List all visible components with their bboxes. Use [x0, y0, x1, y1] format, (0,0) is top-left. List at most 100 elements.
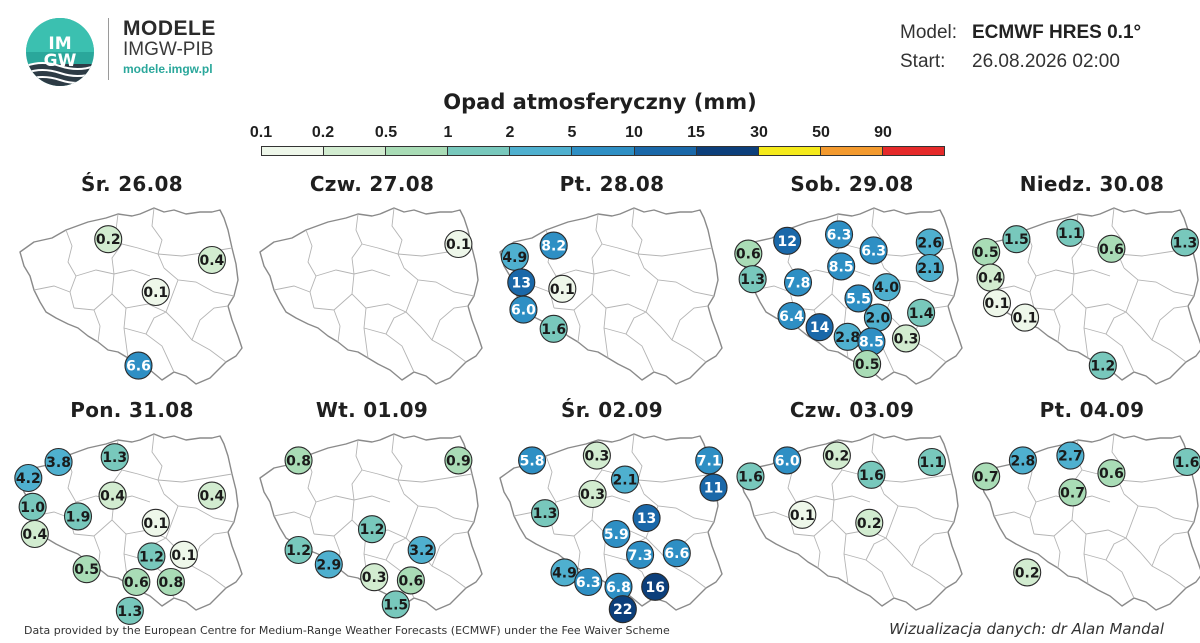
brand-url[interactable]: modele.imgw.pl — [123, 62, 213, 76]
precip-marker[interactable]: 2.0 — [863, 303, 892, 332]
precip-marker[interactable]: 13 — [507, 268, 536, 297]
precip-marker[interactable]: 5.9 — [602, 519, 631, 549]
precip-marker[interactable]: 6.6 — [124, 351, 153, 380]
precip-marker[interactable]: 2.8 — [833, 322, 862, 351]
precip-marker[interactable]: 1.2 — [137, 542, 166, 571]
precip-marker[interactable]: 6.0 — [509, 295, 538, 324]
precip-marker[interactable]: 2.9 — [314, 550, 343, 579]
precip-marker[interactable]: 16 — [641, 572, 670, 601]
precip-marker[interactable]: 0.3 — [891, 324, 921, 353]
precip-value: 6.3 — [861, 243, 886, 259]
precip-marker[interactable]: 0.3 — [582, 441, 611, 470]
precip-marker[interactable]: 1.6 — [539, 314, 568, 343]
precip-marker[interactable]: 0.7 — [1058, 478, 1087, 507]
precip-marker[interactable]: 1.1 — [1056, 218, 1085, 247]
precip-marker[interactable]: 0.1 — [1010, 303, 1040, 332]
precip-marker[interactable]: 0.6 — [122, 567, 151, 597]
precip-marker[interactable]: 1.6 — [857, 460, 886, 489]
precip-marker[interactable]: 0.6 — [1097, 459, 1126, 488]
precip-marker[interactable]: 4.9 — [550, 558, 579, 587]
precip-marker[interactable]: 0.7 — [972, 462, 1001, 491]
precip-marker[interactable]: 6.8 — [604, 572, 633, 601]
precip-marker[interactable]: 0.4 — [20, 519, 49, 549]
precip-marker[interactable]: 0.2 — [94, 225, 123, 254]
precip-marker[interactable]: 1.3 — [530, 499, 560, 528]
precip-marker[interactable]: 4.9 — [500, 242, 529, 271]
precip-marker[interactable]: 1.6 — [736, 462, 765, 491]
precip-marker[interactable]: 1.5 — [1002, 225, 1031, 254]
precip-marker[interactable]: 0.1 — [982, 289, 1012, 318]
precip-marker[interactable]: 1.4 — [907, 298, 936, 327]
precip-marker[interactable]: 0.1 — [444, 229, 473, 259]
precip-bubble — [1056, 218, 1085, 247]
precip-marker[interactable]: 5.5 — [844, 284, 873, 313]
precip-marker[interactable]: 0.6 — [734, 239, 763, 268]
precip-marker[interactable]: 5.8 — [518, 446, 547, 475]
precip-marker[interactable]: 1.9 — [63, 502, 93, 531]
precip-marker[interactable]: 0.1 — [141, 277, 170, 307]
precip-bubble — [124, 351, 153, 380]
precip-marker[interactable]: 0.6 — [1097, 234, 1126, 263]
precip-marker[interactable]: 6.0 — [773, 446, 802, 475]
precip-marker[interactable]: 8.2 — [539, 231, 568, 260]
precip-marker[interactable]: 1.3 — [1170, 228, 1199, 257]
precip-marker[interactable]: 3.2 — [407, 535, 436, 565]
precip-marker[interactable]: 4.0 — [872, 273, 901, 302]
precip-marker[interactable]: 0.3 — [360, 563, 389, 592]
precip-marker[interactable]: 7.8 — [783, 268, 813, 297]
precip-marker[interactable]: 14 — [805, 313, 834, 342]
precip-marker[interactable]: 6.3 — [859, 236, 888, 265]
precip-marker[interactable]: 6.3 — [824, 220, 854, 249]
precip-marker[interactable]: 1.2 — [1088, 351, 1117, 380]
precip-marker[interactable]: 7.1 — [695, 446, 724, 475]
precip-marker[interactable]: 2.6 — [915, 228, 944, 257]
precip-marker[interactable]: 0.8 — [156, 567, 185, 597]
precip-marker[interactable]: 6.3 — [574, 567, 603, 597]
precip-marker[interactable]: 11 — [699, 473, 728, 502]
precip-marker[interactable]: 4.2 — [14, 463, 43, 493]
precip-marker[interactable]: 0.1 — [548, 274, 577, 303]
precip-marker[interactable]: 0.6 — [396, 566, 425, 595]
region-border — [605, 279, 659, 313]
precip-marker[interactable]: 0.4 — [197, 245, 226, 275]
precip-marker[interactable]: 1.2 — [357, 515, 387, 544]
precip-marker[interactable]: 1.6 — [1172, 447, 1200, 477]
precip-marker[interactable]: 0.5 — [853, 349, 882, 379]
precip-marker[interactable]: 0.1 — [169, 540, 198, 569]
precip-marker[interactable]: 0.1 — [141, 508, 170, 537]
precip-marker[interactable]: 7.3 — [626, 540, 655, 569]
precip-marker[interactable]: 0.8 — [284, 446, 313, 475]
precip-marker[interactable]: 0.4 — [98, 481, 127, 510]
precip-marker[interactable]: 13 — [632, 503, 661, 533]
precip-marker[interactable]: 0.2 — [822, 441, 851, 470]
precip-marker[interactable]: 1.0 — [18, 492, 47, 521]
precip-marker[interactable]: 2.1 — [915, 253, 944, 283]
region-border — [361, 469, 473, 483]
precip-bubble — [407, 535, 436, 565]
precip-marker[interactable]: 0.4 — [197, 481, 226, 510]
precip-marker[interactable]: 0.9 — [444, 446, 473, 475]
precip-marker[interactable]: 2.8 — [1008, 446, 1037, 475]
precip-marker[interactable]: 1.1 — [917, 447, 946, 477]
precip-marker[interactable]: 6.6 — [662, 539, 691, 568]
precip-marker[interactable]: 3.8 — [44, 447, 73, 477]
precip-marker[interactable]: 2.1 — [610, 465, 640, 494]
precip-marker[interactable]: 0.5 — [72, 555, 101, 584]
precip-marker[interactable]: 0.3 — [578, 479, 607, 509]
precip-marker[interactable]: 0.4 — [976, 263, 1005, 292]
precip-marker[interactable]: 2.7 — [1056, 441, 1085, 470]
precip-marker[interactable]: 22 — [608, 595, 637, 624]
precip-marker[interactable]: 0.5 — [972, 237, 1001, 267]
precip-marker[interactable]: 8.5 — [857, 327, 886, 356]
precip-marker[interactable]: 12 — [773, 226, 802, 255]
precip-marker[interactable]: 0.2 — [1013, 558, 1042, 587]
precip-marker[interactable]: 1.2 — [284, 535, 313, 565]
precip-marker[interactable]: 8.5 — [827, 252, 856, 281]
precip-marker[interactable]: 1.3 — [738, 265, 767, 294]
precip-marker[interactable]: 1.3 — [100, 443, 129, 472]
precip-marker[interactable]: 0.2 — [855, 508, 884, 537]
precip-marker[interactable]: 1.3 — [115, 596, 144, 625]
precip-marker[interactable]: 6.4 — [777, 301, 806, 331]
precip-marker[interactable]: 1.5 — [381, 590, 410, 619]
precip-marker[interactable]: 0.1 — [788, 500, 817, 529]
